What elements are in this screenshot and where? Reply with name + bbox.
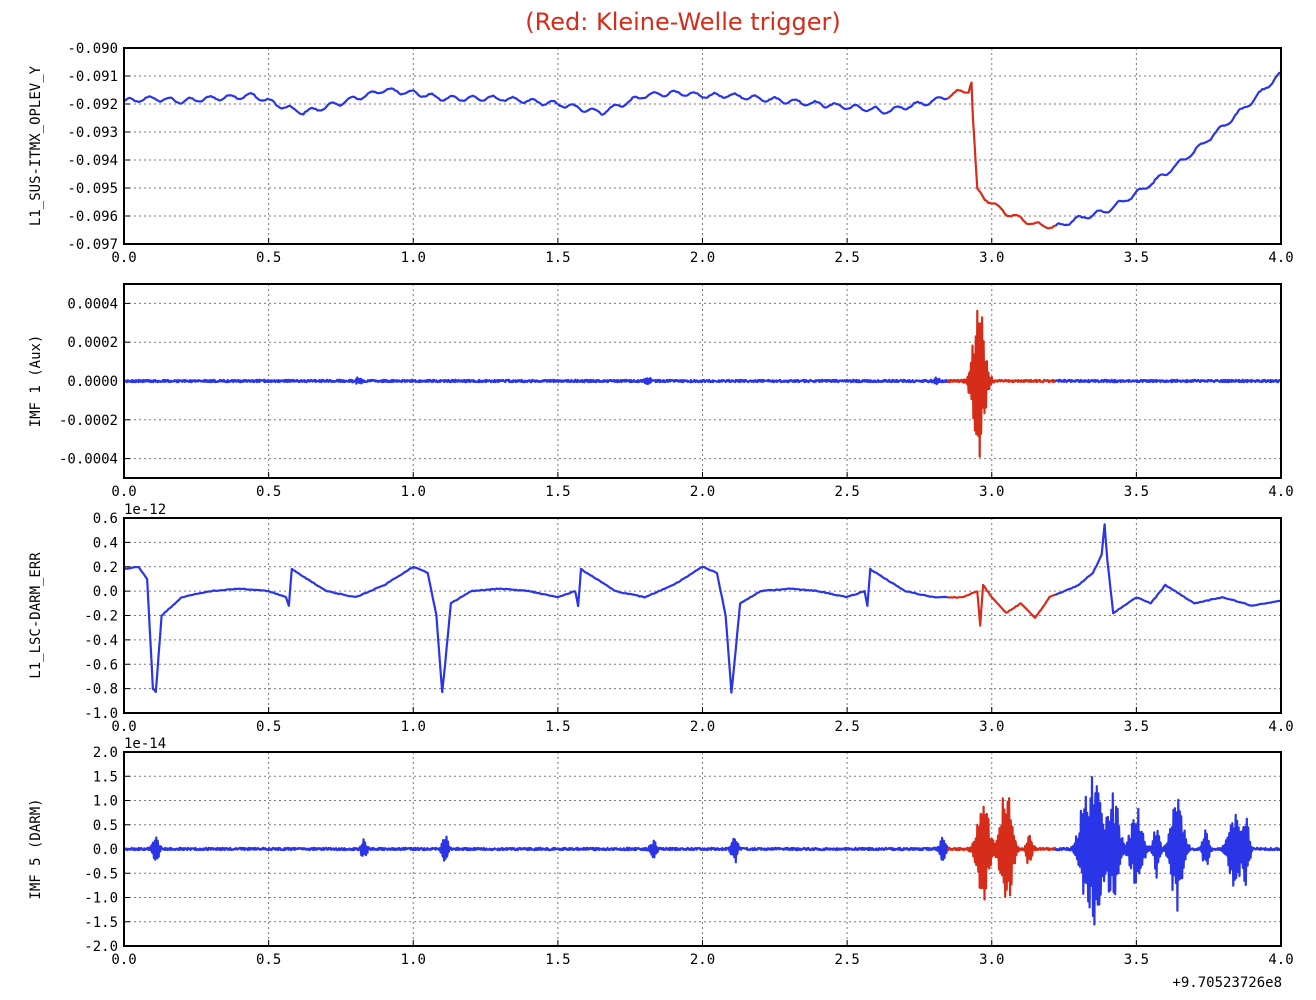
x-tick-label: 0.5 (256, 952, 281, 968)
y-tick-label: 0.0004 (67, 296, 118, 312)
x-tick-label: 3.0 (979, 250, 1004, 266)
y-tick-label: 0.2 (93, 560, 118, 576)
panel-4: 0.0 0.5 1.0 1.5 2.0 2.5 3.0 3.5 4.0 2.0 1.5 1.0 0.5 0… (28, 736, 1294, 968)
x-tick-label: 0.0 (111, 484, 136, 500)
y-tick-label: 0.4 (93, 535, 118, 551)
y-tick-label: -1.0 (84, 891, 118, 907)
exponent-label: 1e-14 (124, 736, 166, 752)
y-tick-label: -0.4 (84, 633, 118, 649)
y-tick-label: -0.090 (67, 41, 118, 57)
plot-area (124, 73, 1281, 229)
x-tick-label: 1.0 (401, 484, 426, 500)
signal-line-normal (1055, 777, 1281, 924)
y-tick-label: 0.0002 (67, 335, 118, 351)
x-tick-label: 4.0 (1268, 719, 1293, 735)
panel-3: 0.0 0.5 1.0 1.5 2.0 2.5 3.0 3.5 4.00.60.40.20.0-… (28, 502, 1294, 735)
y-tick-label: 0.0 (93, 584, 118, 600)
x-tick-label: 1.0 (401, 719, 426, 735)
signal-line-trigger (948, 798, 1056, 899)
x-tick-label: 2.0 (690, 952, 715, 968)
x-tick-label: 2.0 (690, 250, 715, 266)
y-tick-label: -0.097 (67, 237, 118, 253)
x-tick-label: 1.5 (545, 250, 570, 266)
y-tick-label: -0.094 (67, 153, 118, 169)
series-line-normal (124, 567, 948, 693)
x-offset-label: +9.70523726e8 (1172, 975, 1282, 991)
y-tick-label: -0.5 (84, 866, 118, 882)
panel-2: 0.0 0.5 1.0 1.5 2.0 2.5 3.0 3.5 4.0 0.0004 0.0002 0… (28, 284, 1294, 500)
y-tick-label: 0.6 (93, 511, 118, 527)
x-tick-label: 0.5 (256, 719, 281, 735)
series-line-normal (1055, 73, 1281, 226)
x-tick-label: 4.0 (1268, 250, 1293, 266)
panel-1: 0.0 0.5 1.0 1.5 2.0 2.5 3.0 3.5 4.0 -0.090 -0.091 -… (28, 41, 1294, 266)
y-tick-label: -1.5 (84, 915, 118, 931)
x-tick-label: 3.0 (979, 484, 1004, 500)
y-tick-label: 1.5 (93, 769, 118, 785)
figure-title: (Red: Kleine-Welle trigger) (525, 8, 840, 36)
panels: 0.0 0.5 1.0 1.5 2.0 2.5 3.0 3.5 4.0 -0.090 -0.091 -… (28, 41, 1294, 968)
x-tick-label: 2.5 (834, 719, 859, 735)
y-axis-label: L1_LSC-DARM_ERR (28, 552, 44, 679)
signal-line-normal (124, 378, 948, 385)
series-line-trigger (948, 585, 1056, 626)
y-tick-label: -0.6 (84, 657, 118, 673)
x-tick-label: 3.0 (979, 952, 1004, 968)
x-tick-label: 0.5 (256, 484, 281, 500)
x-tick-label: 3.5 (1124, 250, 1149, 266)
x-tick-label: 2.5 (834, 484, 859, 500)
signal-line-trigger (948, 311, 1056, 457)
y-tick-label: -0.092 (67, 97, 118, 113)
y-tick-label: -0.093 (67, 125, 118, 141)
x-tick-label: 2.0 (690, 719, 715, 735)
y-tick-label: 0.0 (93, 842, 118, 858)
y-tick-label: 0.5 (93, 818, 118, 834)
signal-line-normal (1055, 380, 1281, 382)
y-tick-label: -0.2 (84, 609, 118, 625)
x-tick-label: 3.0 (979, 719, 1004, 735)
x-tick-label: 3.5 (1124, 484, 1149, 500)
y-tick-label: -0.0004 (59, 452, 118, 468)
y-tick-label: -0.095 (67, 181, 118, 197)
x-tick-label: 1.0 (401, 952, 426, 968)
x-tick-label: 3.5 (1124, 719, 1149, 735)
series-line-normal (124, 88, 948, 114)
x-tick-label: 3.5 (1124, 952, 1149, 968)
y-axis-label: IMF 1 (Aux) (28, 335, 44, 428)
y-tick-label: -2.0 (84, 939, 118, 955)
y-tick-label: 1.0 (93, 794, 118, 810)
x-tick-label: 4.0 (1268, 952, 1293, 968)
y-tick-label: 2.0 (93, 745, 118, 761)
y-tick-label: -0.091 (67, 69, 118, 85)
y-tick-label: -0.0002 (59, 413, 118, 429)
x-tick-label: 2.0 (690, 484, 715, 500)
series-line-normal (1055, 524, 1281, 613)
y-tick-label: 0.0000 (67, 374, 118, 390)
y-tick-label: -1.0 (84, 706, 118, 722)
x-tick-label: 2.5 (834, 952, 859, 968)
exponent-label: 1e-12 (124, 502, 166, 518)
x-tick-label: 1.0 (401, 250, 426, 266)
x-tick-label: 1.5 (545, 719, 570, 735)
y-axis-label: IMF 5 (DARM) (28, 798, 44, 899)
x-tick-label: 2.5 (834, 250, 859, 266)
y-tick-label: -0.096 (67, 209, 118, 225)
y-axis-label: L1_SUS-ITMX_OPLEV_Y (28, 65, 44, 226)
x-tick-label: 0.5 (256, 250, 281, 266)
signal-line-normal (124, 837, 948, 863)
x-tick-label: 1.5 (545, 952, 570, 968)
x-tick-label: 1.5 (545, 484, 570, 500)
y-tick-label: -0.8 (84, 682, 118, 698)
x-tick-label: 4.0 (1268, 484, 1293, 500)
